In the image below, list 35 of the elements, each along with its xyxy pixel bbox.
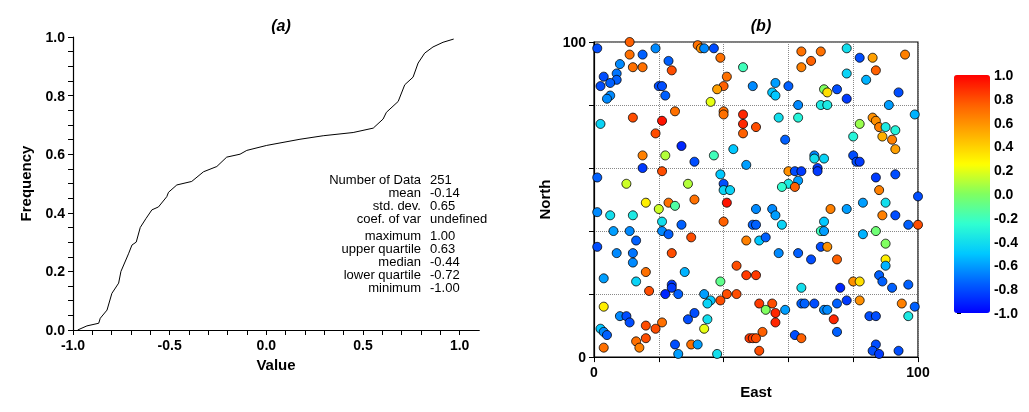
annotation: lower quartile -0.72 — [343, 266, 460, 282]
y-tick-label: 0.6 — [45, 146, 66, 163]
x-tick-label: 0.0 — [256, 337, 277, 353]
annotation: mean -0.14 — [388, 184, 460, 200]
color-bar-label: 0.4 — [993, 138, 1014, 155]
color-bar-label: -0.6 — [993, 257, 1019, 274]
color-bar-label: 0.8 — [993, 90, 1014, 107]
color-bar-label: 0.2 — [993, 162, 1014, 179]
color-bar-label: -0.4 — [993, 233, 1019, 250]
color-bar-label: 1.0 — [993, 67, 1014, 83]
y-axis-title: Frequency — [17, 144, 34, 222]
annotation: std. dev. 0.65 — [372, 197, 456, 213]
color-bar-label: 0.6 — [993, 114, 1014, 131]
y-tick-label: 0.2 — [45, 263, 66, 280]
x-tick-label: -1.0 — [60, 337, 86, 353]
annotation: upper quartile 0.63 — [341, 240, 456, 256]
y-tick-label: 0.4 — [45, 204, 66, 221]
y-tick-label: 0.0 — [45, 322, 66, 338]
chart-title: (a) — [271, 16, 291, 34]
y-axis-title: North — [535, 179, 553, 220]
annotation: Number of Data 251 — [329, 171, 452, 187]
color-bar-label: -1.0 — [993, 305, 1019, 321]
x-axis-title: East — [740, 383, 772, 400]
chart-title: (b) — [750, 16, 772, 34]
color-bar-label: -0.8 — [993, 281, 1019, 298]
x-tick-label: 0.5 — [353, 337, 373, 353]
color-bar-label: 0.0 — [993, 186, 1014, 202]
y-tick-label: 1.0 — [45, 29, 66, 45]
x-tick-label: 1.0 — [449, 337, 470, 353]
x-axis-title: Value — [256, 355, 296, 373]
color-bar-label: -0.2 — [993, 209, 1019, 226]
y-tick-label: 0.8 — [45, 87, 66, 104]
annotation: coef. of var undefined — [356, 210, 488, 226]
annotation: maximum 1.00 — [364, 227, 456, 243]
x-tick-label: -0.5 — [157, 337, 182, 353]
